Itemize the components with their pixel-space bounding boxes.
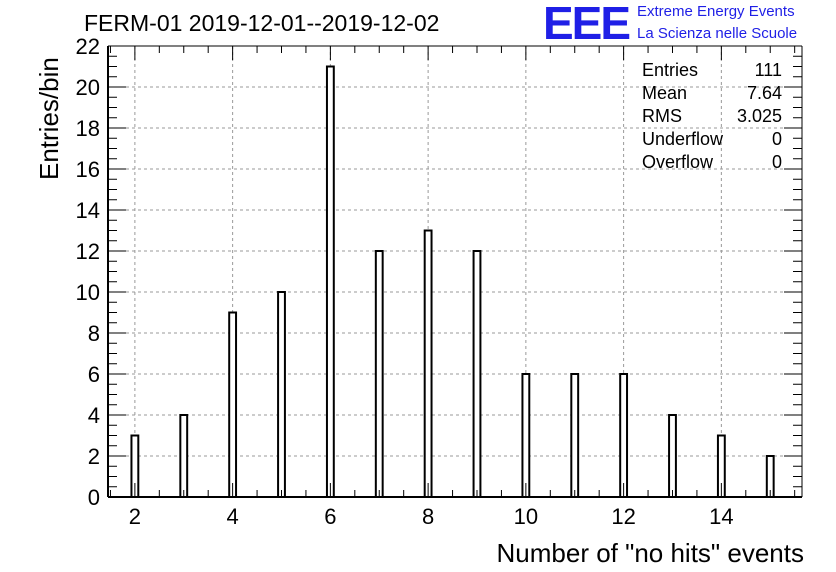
histogram-bar: [179, 414, 189, 498]
eee-logo: EEE: [543, 0, 631, 49]
x-tick-label: 8: [422, 504, 434, 529]
histogram-bar: [325, 65, 335, 498]
histogram-bar: [619, 373, 629, 498]
stat-label: Overflow: [642, 152, 714, 172]
logo-subtitle-line1: Extreme Energy Events: [637, 3, 795, 20]
y-axis-label: Entries/bin: [34, 57, 64, 180]
y-tick-label: 4: [88, 403, 100, 428]
stat-value: 7.64: [746, 83, 782, 103]
histogram-bar: [423, 229, 433, 498]
histogram-bar: [228, 311, 238, 498]
stat-label: Mean: [642, 83, 688, 103]
stats-box: Entries 111 Mean 7.64 RMS 3.025 Underflo…: [642, 59, 782, 174]
x-tick-label: 14: [709, 504, 733, 529]
stat-row-overflow: Overflow 0: [642, 151, 782, 174]
y-tick-label: 18: [76, 116, 100, 141]
y-tick-label: 16: [76, 157, 100, 182]
stat-row-underflow: Underflow 0: [642, 128, 782, 151]
stat-value: 0: [771, 129, 782, 149]
axes: [107, 45, 803, 498]
y-axis-label-container: Entries/bin: [8, 57, 64, 180]
stat-label: Entries: [642, 60, 699, 80]
y-tick-label: 12: [76, 239, 100, 264]
y-tick-label: 10: [76, 280, 100, 305]
histogram-bars: [130, 65, 775, 498]
stat-label: Underflow: [642, 129, 724, 149]
histogram-bar: [277, 291, 286, 498]
y-tick-label: 0: [88, 485, 100, 510]
histogram-bar: [472, 250, 482, 498]
x-tick-label: 4: [227, 504, 239, 529]
y-tick-label: 14: [76, 198, 100, 223]
x-tick-label: 2: [129, 504, 141, 529]
stat-row-mean: Mean 7.64: [642, 82, 782, 105]
chart-title: FERM-01 2019-12-01--2019-12-02: [84, 10, 440, 36]
stat-row-entries: Entries 111: [642, 59, 782, 82]
stat-value: 111: [754, 60, 782, 80]
x-tick-label: 12: [611, 504, 635, 529]
y-tick-label: 22: [76, 34, 100, 59]
y-tick-label: 20: [76, 75, 100, 100]
grid-lines: [108, 46, 802, 497]
x-axis-label: Number of "no hits" events: [496, 538, 805, 568]
histogram-bar: [570, 373, 580, 498]
y-tick-label: 2: [88, 444, 100, 469]
y-tick-label: 6: [88, 362, 100, 387]
stat-value: 3.025: [736, 106, 782, 126]
logo-subtitle-line2: La Scienza nelle Scuole: [637, 25, 798, 42]
stat-label: RMS: [642, 106, 682, 126]
x-tick-label: 10: [514, 504, 538, 529]
stat-row-rms: RMS 3.025: [642, 105, 782, 128]
stat-value: 0: [771, 152, 782, 172]
histogram-bar: [374, 250, 384, 498]
histogram-bar: [521, 373, 531, 498]
y-tick-label: 8: [88, 321, 100, 346]
histogram-bar: [668, 414, 677, 498]
x-tick-label: 6: [324, 504, 336, 529]
